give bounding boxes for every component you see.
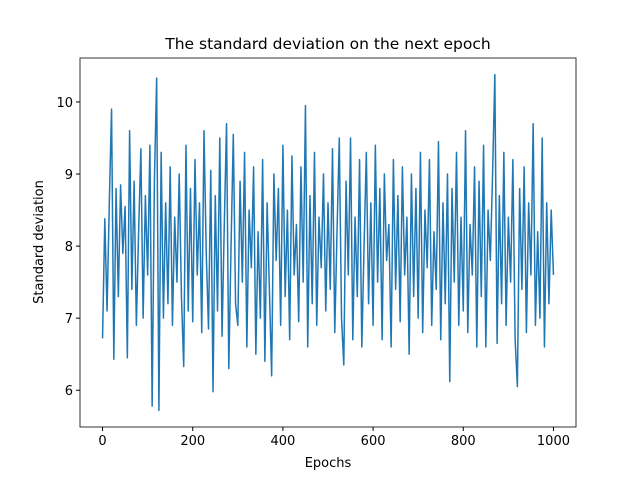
y-tick-label: 6 bbox=[65, 384, 73, 399]
y-tick-label: 7 bbox=[65, 312, 73, 327]
x-tick-label: 200 bbox=[180, 434, 205, 449]
x-tick-label: 400 bbox=[270, 434, 295, 449]
y-tick-label: 9 bbox=[65, 168, 73, 183]
x-tick-label: 600 bbox=[361, 434, 386, 449]
x-tick-label: 1000 bbox=[537, 434, 570, 449]
x-axis-label: Epochs bbox=[305, 456, 352, 471]
y-axis-label: Standard deviation bbox=[32, 180, 47, 304]
x-tick-label: 800 bbox=[451, 434, 476, 449]
chart-title: The standard deviation on the next epoch bbox=[164, 35, 490, 53]
y-tick-label: 8 bbox=[65, 240, 73, 255]
data-line bbox=[101, 73, 555, 412]
x-tick-label: 0 bbox=[98, 434, 106, 449]
plot-frame bbox=[79, 57, 577, 428]
y-tick-label: 10 bbox=[56, 96, 73, 111]
